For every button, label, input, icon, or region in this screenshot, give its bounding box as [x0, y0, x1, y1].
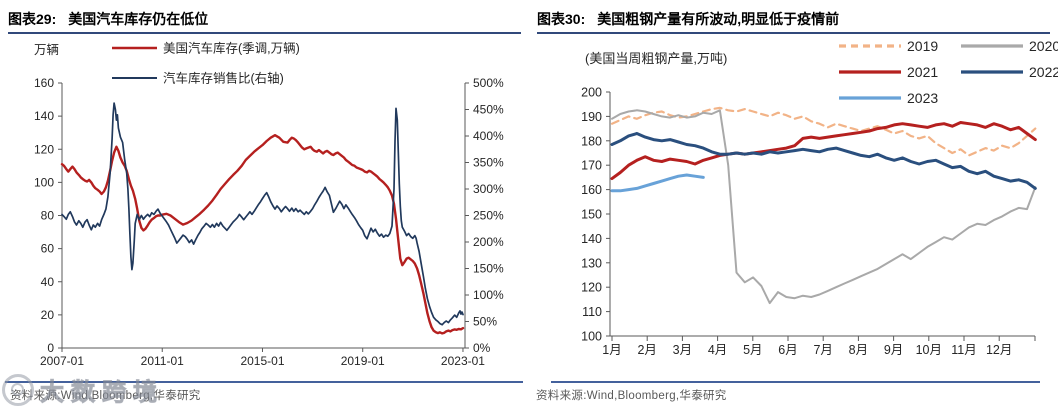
- axis-tick-label: 300%: [473, 182, 504, 196]
- unit-label: 万辆: [34, 43, 59, 57]
- series-2023: [610, 173, 705, 193]
- legend-label: 美国汽车库存(季调,万辆): [163, 41, 300, 56]
- axis-tick-label: 10月: [916, 343, 942, 357]
- axis-tick-label: 7月: [813, 343, 832, 357]
- series-inventory: [60, 133, 465, 335]
- axis-tick-label: 150: [581, 208, 602, 222]
- axis-tick-label: 6月: [778, 343, 797, 357]
- figure29-source: 资料来源:Wind,Bloomberg,华泰研究: [10, 390, 201, 402]
- axis-tick-label: 2007-01: [40, 354, 84, 368]
- chart-subtitle: (美国当周粗钢产量,万吨): [585, 51, 727, 66]
- axis-tick-label: 2月: [637, 343, 656, 357]
- axis-tick-label: 400%: [473, 129, 504, 143]
- axis-tick-label: 190: [581, 110, 602, 124]
- figure30-source: 资料来源:Wind,Bloomberg,华泰研究: [536, 390, 727, 402]
- axis-tick-label: 2015-01: [240, 354, 284, 368]
- legend-label: 2022: [1029, 64, 1058, 80]
- figure29-title: 图表29: 美国汽车库存仍在低位: [8, 9, 208, 29]
- axis-tick-label: 8月: [849, 343, 868, 357]
- series-inventory-sales-ratio: [61, 102, 464, 326]
- axis-tick-label: 0: [47, 341, 54, 355]
- axis-tick-label: 11月: [951, 343, 976, 357]
- axis-tick-label: 3月: [673, 343, 692, 357]
- figure29-title-text: 美国汽车库存仍在低位: [68, 11, 209, 27]
- axis-tick-label: 140: [581, 232, 602, 246]
- axis-tick-label: 350%: [473, 156, 504, 170]
- axis-tick-label: 160: [581, 183, 602, 197]
- axis-tick-label: 110: [582, 305, 602, 319]
- figure30-title-text: 美国粗钢产量有所波动,明显低于疫情前: [597, 11, 840, 27]
- axis-tick-label: 5月: [743, 343, 762, 357]
- axis-tick-label: 160: [34, 76, 54, 90]
- axis-tick-label: 150%: [473, 262, 504, 276]
- series-2020: [611, 109, 1037, 305]
- figure29-source-rule: [5, 381, 523, 383]
- axis-tick-label: 500%: [473, 76, 504, 90]
- axis-tick-label: 100: [34, 175, 54, 189]
- axis-tick-label: 4月: [708, 343, 727, 357]
- axis-tick-label: 120: [34, 142, 54, 156]
- figure29-label: 图表29:: [8, 11, 57, 27]
- axis-tick-label: 250%: [473, 209, 504, 223]
- axis-tick-label: 2019-01: [341, 354, 385, 368]
- axis-tick-label: 100: [581, 330, 602, 344]
- axis-tick-label: 0%: [473, 341, 491, 355]
- series-2021: [610, 121, 1037, 181]
- figure30-title: 图表30: 美国粗钢产量有所波动,明显低于疫情前: [537, 9, 839, 29]
- axis-tick-label: 12月: [986, 343, 1012, 357]
- figure30-source-rule: [551, 381, 1040, 383]
- axis-tick-label: 60: [41, 242, 55, 256]
- axis-tick-label: 2011-01: [141, 354, 184, 368]
- axis-tick-label: 450%: [473, 103, 504, 117]
- axis-tick-label: 2023-01: [441, 354, 485, 368]
- legend-label: 2020: [1029, 38, 1058, 54]
- axis-tick-label: 140: [34, 109, 54, 123]
- legend-label: 2021: [907, 64, 938, 80]
- legend-label: 2019: [907, 38, 938, 54]
- series-2022: [610, 132, 1037, 190]
- axis-tick-label: 20: [41, 308, 55, 322]
- steel-output-chart: 100 110 120 130 140 150 160 170 180 190 200 1月 2月 3月 4…: [581, 38, 1058, 357]
- legend-label: 汽车库存销售比(右轴): [163, 71, 284, 86]
- axis-tick-label: 80: [41, 209, 55, 223]
- legend-label: 2023: [907, 90, 938, 106]
- axis-tick-label: 170: [581, 159, 602, 173]
- axis-tick-label: 50%: [473, 315, 497, 329]
- axis-tick-label: 130: [581, 256, 602, 270]
- figure30-label: 图表30:: [537, 11, 586, 27]
- auto-inventory-chart: 0 20 40 60 80 100 120 140 160 0% 50% 100% 150% 200% 25…: [34, 41, 504, 369]
- axis-tick-label: 40: [41, 275, 55, 289]
- axis-tick-label: 180: [581, 134, 602, 148]
- axis-tick-label: 200: [581, 86, 602, 100]
- figure30-title-rule: [537, 32, 1050, 34]
- axis-tick-label: 100%: [473, 288, 504, 302]
- figure29-title-rule: [8, 32, 521, 34]
- axis-tick-label: 9月: [884, 343, 903, 357]
- axis-tick-label: 120: [581, 281, 602, 295]
- axis-tick-label: 1月: [602, 343, 621, 357]
- axis-tick-label: 200%: [473, 235, 504, 249]
